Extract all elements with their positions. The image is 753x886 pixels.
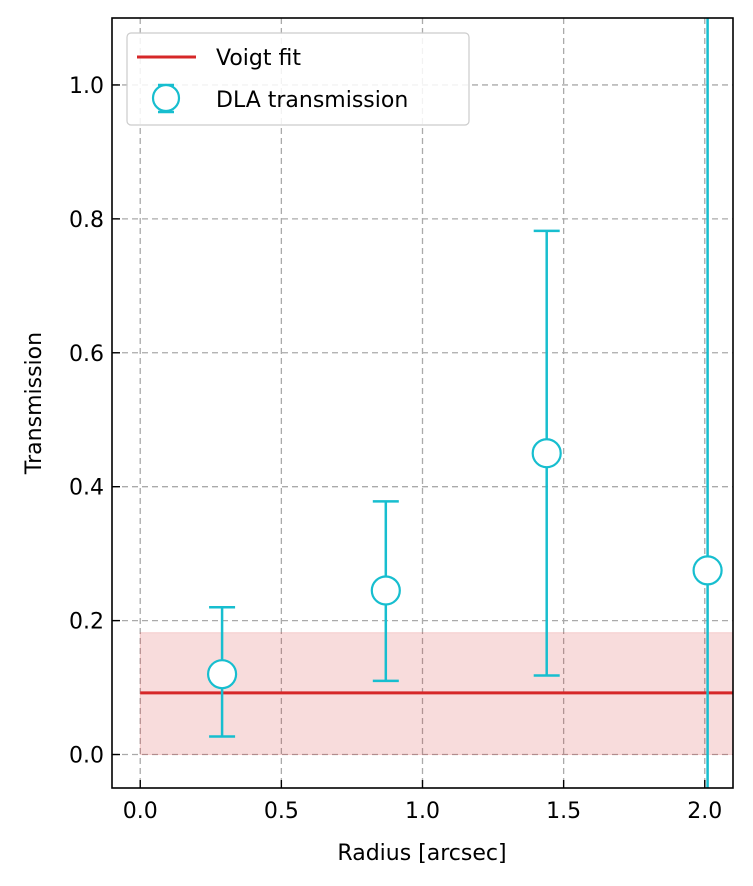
data-point-2 [531,438,562,469]
x-tick-label-0: 0.0 [123,799,158,824]
data-point-3 [692,555,723,586]
y-tick-label-3: 0.6 [69,342,104,367]
legend-dla-marker [151,83,181,113]
legend-frame [126,32,470,126]
y-tick-label-4: 0.8 [69,208,104,233]
ticks-group: 0.0 0.5 1.0 1.5 2.0 0.0 0.2 0.4 0.6 0.8 1.0 [69,74,722,824]
data-point-0 [206,659,238,690]
y-tick-label-0: 0.0 [69,744,104,769]
data-point-1 [370,575,401,606]
legend-voigt-label: Voigt fit [216,46,301,71]
y-axis-label: Transmission [22,332,47,475]
legend-dla-label: DLA transmission [216,88,408,113]
x-tick-label-4: 2.0 [687,799,722,824]
x-tick-label-3: 1.5 [546,799,581,824]
y-tick-label-2: 0.4 [69,476,104,501]
x-tick-label-2: 1.0 [405,799,440,824]
legend: Voigt fit DLA transmission [126,32,470,126]
x-axis-label: Radius [arcsec] [337,841,506,866]
y-tick-label-5: 1.0 [69,74,104,99]
errorbars-group [206,18,723,788]
x-tick-label-1: 0.5 [264,799,299,824]
y-tick-label-1: 0.2 [69,610,104,635]
